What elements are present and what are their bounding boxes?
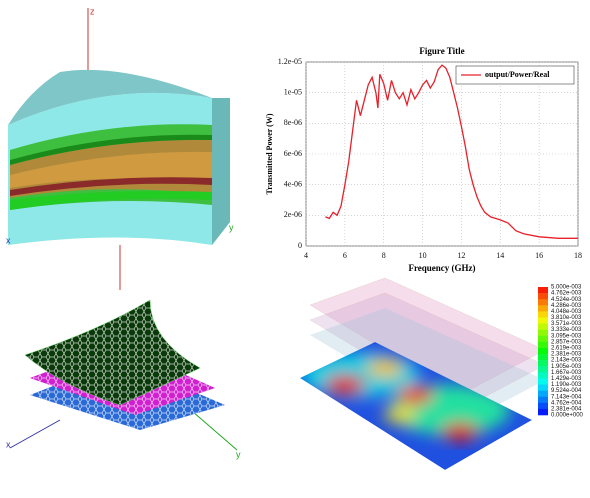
y-tick-label: 1e-05 — [284, 87, 302, 96]
colorbar-swatch — [538, 396, 548, 404]
y-tick-label: 6e-06 — [284, 149, 302, 158]
colorbar-label: 3.095e-003 — [551, 333, 582, 339]
colorbar-label: 1.190e-003 — [551, 382, 582, 388]
y-tick-label: 1.2e-05 — [278, 57, 302, 66]
legend-label: output/Power/Real — [485, 70, 550, 79]
axis-label: y — [236, 449, 241, 459]
y-axis-label: Transmitted Power (W) — [265, 113, 274, 194]
plot: 4 6 8 10 12 14 16 18 0 2e-06 4e-06 6e-06 8e-06 1e-05 1… — [278, 57, 582, 260]
y-tick-label: 2e-06 — [284, 210, 302, 219]
colorbar-label: 2.381e-003 — [551, 352, 582, 358]
colorbar-swatch — [538, 366, 548, 373]
colorbar-swatch — [538, 293, 548, 300]
colorbar-label: 5.000e-003 — [551, 285, 582, 291]
y-tick-label: 8e-06 — [284, 118, 302, 127]
colorbar-label: 4.524e-003 — [551, 297, 582, 303]
colorbar-swatch — [538, 341, 548, 349]
colorbar-swatch — [538, 354, 548, 361]
y-tick-label: 4e-06 — [284, 179, 302, 188]
colorbar-swatch — [538, 287, 548, 294]
colorbar-label: 2.381e-004 — [551, 406, 582, 412]
colorbar-label: 4.762e-003 — [551, 291, 582, 297]
colorbar-label: 9.524e-004 — [551, 388, 582, 394]
x-tick-label: 10 — [419, 251, 427, 260]
colorbar-swatch — [538, 384, 548, 391]
colorbar-label: 1.429e-003 — [551, 376, 582, 382]
mesh-3d — [9, 299, 238, 451]
x-axis-label: Frequency (GHz) — [408, 263, 475, 273]
colorbar-label: 7.143e-004 — [551, 394, 582, 400]
colorbar-swatch — [538, 299, 548, 306]
colorbar-label: 1.667e-003 — [551, 370, 582, 376]
x-tick-label: 4 — [304, 251, 308, 260]
chart-title: Figure Title — [419, 46, 464, 56]
colorbar-label: 2.857e-003 — [551, 339, 582, 345]
block-3d — [8, 8, 231, 290]
axis-label: z — [90, 6, 95, 16]
colorbar-label: 1.905e-003 — [551, 364, 582, 370]
axis-label: y — [229, 222, 234, 232]
colorbar-swatch — [538, 360, 548, 367]
line-series — [325, 64, 578, 239]
y-tick-label: 0 — [298, 241, 302, 250]
colorbar-label: 0.000e+000 — [551, 413, 584, 419]
colorbar-swatch — [538, 347, 548, 355]
colorbar-label: 4.762e-004 — [551, 400, 582, 406]
colorbar-label: 2.619e-003 — [551, 346, 582, 352]
colorbar-swatch — [538, 335, 548, 343]
colorbar-swatch — [538, 408, 548, 416]
colorbar-swatch — [538, 311, 548, 318]
legend-box — [455, 65, 575, 85]
colorbar-label: 3.333e-003 — [551, 327, 582, 333]
colorbar-swatch — [538, 323, 548, 330]
colorbar-label: 2.143e-003 — [551, 358, 582, 364]
colorbar-label: 4.048e-003 — [551, 309, 582, 315]
colorbar-swatch — [538, 372, 548, 379]
colorbar-label: 3.810e-003 — [551, 315, 582, 321]
x-tick-label: 8 — [382, 251, 386, 260]
x-tick-label: 16 — [535, 251, 543, 260]
colorbar-label: 3.571e-003 — [551, 321, 582, 327]
axis-label: x — [6, 439, 11, 449]
x-tick-label: 18 — [574, 251, 582, 260]
colorbar-swatch — [538, 329, 548, 337]
colorbar-swatch — [538, 390, 548, 398]
x-tick-label: 14 — [496, 251, 504, 260]
colorbar-label: 4.286e-003 — [551, 303, 582, 309]
colorbar-swatch — [538, 402, 548, 410]
x-tick-label: 12 — [457, 251, 465, 260]
axis-label: x — [6, 235, 11, 245]
field-3d — [300, 277, 546, 470]
colorbar: 5.000e-0034.762e-0034.524e-0034.286e-003… — [538, 285, 584, 419]
colorbar-swatch — [538, 317, 548, 324]
colorbar-swatch — [538, 378, 548, 385]
x-tick-label: 6 — [343, 251, 347, 260]
colorbar-swatch — [538, 305, 548, 312]
